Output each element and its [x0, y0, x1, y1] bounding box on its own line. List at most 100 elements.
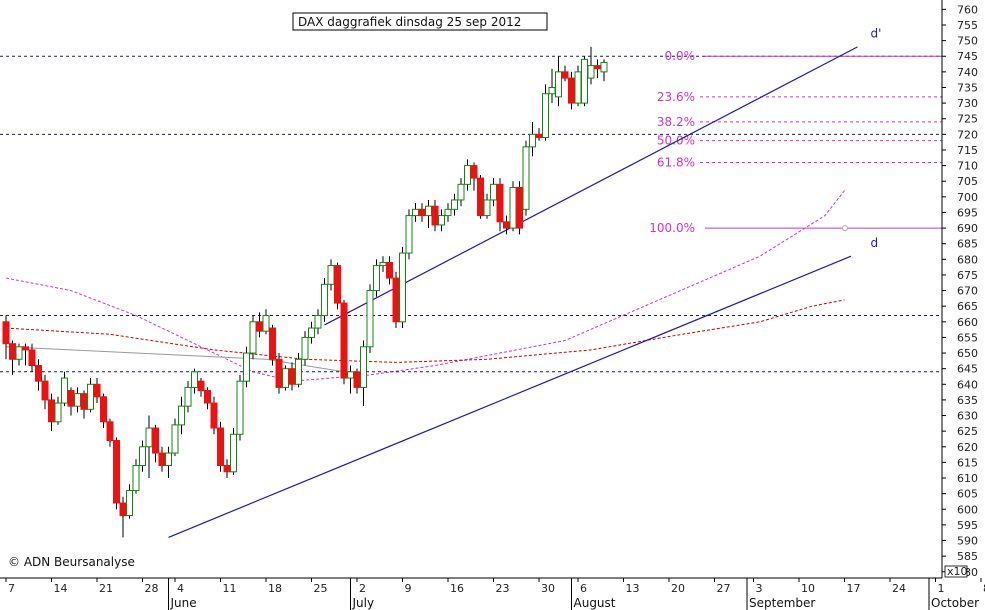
channel-lower-label: d — [871, 236, 879, 250]
candle-body-up — [600, 61, 608, 73]
candle — [145, 415, 153, 479]
candle — [490, 178, 497, 207]
candle — [581, 56, 588, 107]
candle — [548, 68, 556, 104]
candle — [522, 140, 530, 216]
candle — [574, 65, 582, 107]
candle-body-down — [288, 368, 296, 385]
candle-body-down — [392, 277, 400, 323]
candle — [438, 209, 445, 232]
candle — [106, 418, 114, 447]
candle — [535, 128, 543, 141]
candle-body-down — [516, 186, 523, 229]
fib-label: 50.0% — [657, 134, 695, 148]
candle — [41, 374, 49, 410]
candle — [405, 209, 413, 260]
y-tick-label: 740 — [957, 66, 978, 79]
candle-body-up — [360, 346, 367, 388]
candle-body-up — [54, 402, 62, 423]
x-tick-label: 3 — [756, 582, 763, 595]
y-tick-label: 715 — [957, 144, 978, 157]
y-tick-label: 725 — [957, 113, 978, 126]
candle-body-down — [275, 358, 283, 388]
candle — [210, 396, 218, 435]
candle-body-up — [321, 283, 328, 317]
candle-body-down — [269, 327, 276, 360]
candle-body-up — [74, 393, 81, 407]
candle-body-down — [9, 343, 16, 360]
candle-body-up — [139, 446, 146, 467]
candle — [347, 365, 354, 394]
candle — [158, 446, 166, 472]
candle — [561, 65, 569, 82]
fib-anchor-marker — [842, 225, 848, 232]
candle-body-down — [28, 349, 36, 367]
candle-body-down — [334, 265, 341, 304]
candle-body-up — [366, 290, 374, 348]
moving-average-gray — [5, 346, 345, 373]
candle-body-up — [87, 383, 94, 410]
candle-body-up — [412, 208, 419, 217]
candle — [178, 396, 185, 435]
trend-channel: d' d — [168, 26, 881, 538]
candle — [152, 424, 159, 463]
candle-body-down — [568, 77, 575, 104]
candle-body-down — [256, 321, 263, 332]
candle-body-down — [223, 465, 231, 473]
y-tick-label: 605 — [957, 488, 978, 501]
candle — [340, 299, 348, 385]
candle-body-up — [145, 427, 153, 448]
candle — [256, 312, 263, 338]
candle-body-up — [327, 265, 335, 285]
candle-body-down — [2, 321, 10, 345]
candle — [295, 353, 302, 388]
x-tick-label: 7 — [8, 582, 15, 595]
candle-body-down — [158, 452, 166, 467]
month-label: June — [170, 596, 197, 610]
candle — [54, 396, 62, 425]
candle — [451, 193, 458, 216]
candle — [373, 259, 380, 297]
candle — [327, 259, 335, 291]
candle — [87, 378, 94, 413]
x-tick-label: 8 — [983, 582, 985, 595]
candle — [412, 203, 419, 222]
candle — [314, 309, 322, 335]
candle — [2, 315, 10, 360]
candle-body-up — [347, 371, 354, 379]
y-tick-label: 640 — [957, 378, 978, 391]
candle — [334, 262, 341, 310]
y-tick-label: 680 — [957, 253, 978, 266]
candle-body-down — [217, 427, 224, 467]
moving-average-long — [5, 299, 845, 363]
y-tick-label: 600 — [957, 503, 978, 516]
candle-body-down — [93, 383, 101, 398]
candle-body-up — [529, 133, 536, 148]
candle — [555, 56, 562, 107]
candle — [119, 496, 127, 538]
candle — [516, 181, 523, 235]
candle-body-up — [191, 371, 198, 388]
x-tick-label: 16 — [450, 582, 464, 595]
candle — [165, 446, 172, 479]
candle — [184, 381, 192, 413]
candle — [139, 440, 146, 472]
candle-body-up — [555, 71, 562, 98]
candle — [457, 178, 465, 207]
candle-body-up — [548, 86, 556, 95]
candle — [171, 418, 179, 457]
x-tick-label: 14 — [54, 582, 68, 595]
y-tick-label: 620 — [957, 441, 978, 454]
candle-body-down — [386, 261, 393, 279]
candle-body-down — [418, 208, 426, 217]
candle-body-down — [431, 205, 439, 226]
candle — [67, 387, 75, 416]
candle — [61, 371, 68, 407]
y-tick-label: 615 — [957, 456, 978, 469]
candle-body-up — [282, 368, 289, 388]
candle-body-up — [308, 327, 315, 338]
candle-body-up — [581, 58, 588, 104]
candle-body-up — [457, 183, 465, 201]
y-tick-label: 700 — [957, 191, 978, 204]
